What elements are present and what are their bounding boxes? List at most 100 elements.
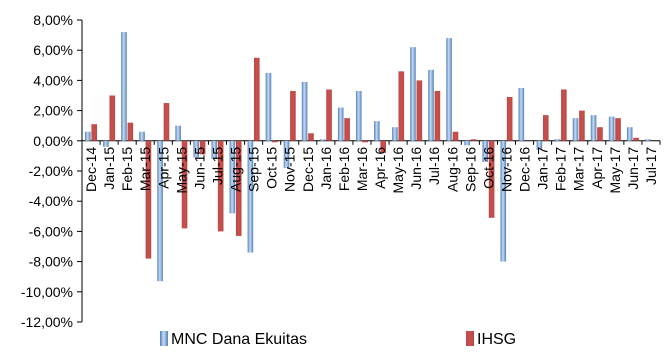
x-tick-label: Mar-16: [354, 147, 370, 192]
x-tick-label: Mar-17: [571, 147, 587, 192]
bar-ihsg: [91, 124, 98, 141]
bar-ihsg: [506, 97, 513, 141]
bar-ihsg: [488, 140, 495, 218]
bar-mnc-dana-ekuitas: [121, 32, 127, 141]
bar-mnc-dana-ekuitas: [500, 140, 507, 262]
y-tick-label: -10,00%: [21, 284, 73, 300]
bar-ihsg: [290, 90, 296, 141]
bar-mnc-dana-ekuitas: [518, 87, 525, 141]
bar-ihsg: [380, 140, 387, 153]
bar-mnc-dana-ekuitas: [355, 90, 362, 141]
y-tick-label: 6,00%: [33, 42, 73, 58]
bar-ihsg: [561, 89, 567, 141]
bar-ihsg: [615, 118, 621, 141]
bar-mnc-dana-ekuitas: [337, 107, 344, 141]
x-tick-label: Apr-16: [372, 147, 388, 189]
bar-ihsg: [452, 131, 459, 141]
x-tick-label: Jun-15: [191, 147, 207, 190]
x-tick-label: Jan-16: [318, 147, 334, 190]
bar-mnc-dana-ekuitas: [374, 121, 380, 141]
bar-mnc-dana-ekuitas: [175, 125, 181, 141]
y-tick-label: 4,00%: [33, 72, 73, 88]
x-tick-label: Dec-16: [517, 147, 533, 192]
bar-mnc-dana-ekuitas: [193, 140, 200, 158]
bar-mnc-dana-ekuitas: [572, 118, 579, 141]
bar-mnc-dana-ekuitas: [157, 140, 163, 282]
bar-ihsg: [362, 140, 368, 143]
bar-ihsg: [344, 118, 350, 141]
y-tick-label: -2,00%: [29, 163, 73, 179]
legend-label: IHSG: [477, 331, 516, 348]
bar-ihsg: [633, 137, 639, 141]
bar-mnc-dana-ekuitas: [139, 131, 145, 141]
bar-ihsg: [127, 122, 134, 141]
x-tick-label: Sep-15: [246, 147, 262, 192]
x-tick-label: Jan-15: [101, 147, 117, 190]
bar-ihsg: [308, 133, 314, 141]
bar-ihsg: [416, 80, 423, 141]
x-tick-label: Apr-17: [589, 147, 605, 189]
bar-ihsg: [272, 140, 278, 143]
bar-ihsg: [145, 140, 152, 259]
bar-ihsg: [163, 103, 170, 141]
y-tick-label: -4,00%: [29, 193, 73, 209]
bar-ihsg: [470, 139, 477, 141]
bar-mnc-dana-ekuitas: [265, 72, 272, 141]
bar-mnc-dana-ekuitas: [446, 38, 452, 141]
bar-ihsg: [398, 71, 405, 141]
bar-mnc-dana-ekuitas: [283, 140, 290, 168]
bar-mnc-dana-ekuitas: [410, 47, 416, 141]
bar-mnc-dana-ekuitas: [644, 139, 651, 141]
y-tick-label: 8,00%: [33, 12, 73, 28]
x-tick-label: May-17: [607, 147, 623, 194]
bar-mnc-dana-ekuitas: [464, 140, 470, 146]
x-tick-label: May-15: [173, 147, 189, 194]
bar-mnc-dana-ekuitas: [103, 140, 109, 147]
y-tick-label: 0,00%: [33, 133, 73, 149]
bar-ihsg: [217, 140, 224, 232]
bar-ihsg: [253, 57, 260, 141]
x-tick-label: Jul-17: [643, 147, 659, 185]
x-tick-label: Jul-16: [426, 147, 442, 185]
bar-mnc-dana-ekuitas: [482, 140, 489, 162]
bar-mnc-dana-ekuitas: [590, 115, 597, 141]
bar-ihsg: [109, 95, 116, 141]
x-tick-label: Jun-16: [408, 147, 424, 190]
y-tick-label: -6,00%: [29, 223, 73, 239]
x-tick-label: Sep-16: [462, 147, 478, 192]
x-tick-label: Jan-17: [535, 147, 551, 190]
x-tick-label: Feb-17: [553, 147, 569, 192]
x-tick-label: Nov-16: [498, 147, 514, 192]
bar-mnc-dana-ekuitas: [554, 139, 561, 141]
x-tick-label: Oct-16: [480, 147, 496, 189]
y-tick-label: -12,00%: [21, 314, 73, 330]
bar-ihsg: [579, 110, 585, 141]
bar-mnc-dana-ekuitas: [85, 131, 91, 141]
x-tick-label: Aug-15: [228, 147, 244, 192]
bar-mnc-dana-ekuitas: [392, 127, 398, 141]
bar-mnc-dana-ekuitas: [247, 140, 254, 253]
bar-ihsg: [181, 140, 188, 229]
y-tick-label: 2,00%: [33, 103, 73, 119]
bar-mnc-dana-ekuitas: [626, 127, 633, 141]
x-tick-label: Oct-15: [264, 147, 280, 189]
legend-label: MNC Dana Ekuitas: [171, 331, 307, 348]
bar-ihsg: [199, 140, 206, 155]
x-tick-label: Jul-15: [209, 147, 225, 185]
x-tick-label: Dec-15: [300, 147, 316, 192]
x-tick-label: Mar-15: [137, 147, 153, 192]
x-tick-label: Jun-17: [625, 147, 641, 190]
legend: MNC Dana Ekuitas IHSG: [160, 331, 516, 348]
bar-mnc-dana-ekuitas: [229, 140, 236, 214]
bar-ihsg: [542, 115, 549, 141]
bar-mnc-dana-ekuitas: [536, 140, 543, 150]
x-tick-label: Aug-16: [444, 147, 460, 192]
x-tick-label: Feb-15: [119, 147, 135, 192]
x-tick-label: May-16: [390, 147, 406, 194]
bar-mnc-dana-ekuitas: [211, 140, 218, 159]
bar-mnc-dana-ekuitas: [608, 116, 615, 141]
bar-ihsg: [326, 89, 332, 141]
bar-mnc-dana-ekuitas: [428, 69, 434, 141]
